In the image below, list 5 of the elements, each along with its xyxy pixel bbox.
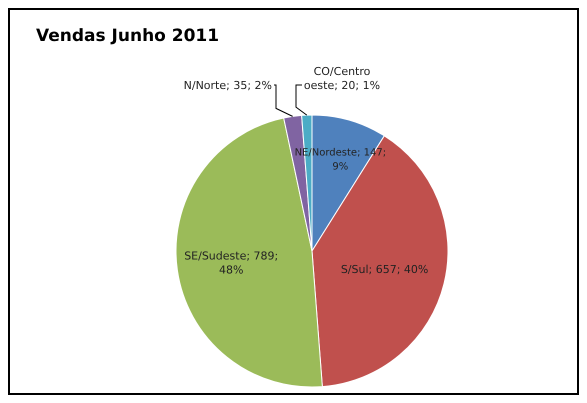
chart-title: Vendas Junho 2011: [36, 26, 220, 46]
slice-label: S/Sul; 657; 40%: [340, 262, 428, 276]
slice-label: N/Norte; 35; 2%: [184, 79, 272, 92]
slice-label: SE/Sudeste; 789; 48%: [184, 249, 278, 276]
slice-label: CO/Centro oeste; 20; 1%: [304, 65, 380, 92]
